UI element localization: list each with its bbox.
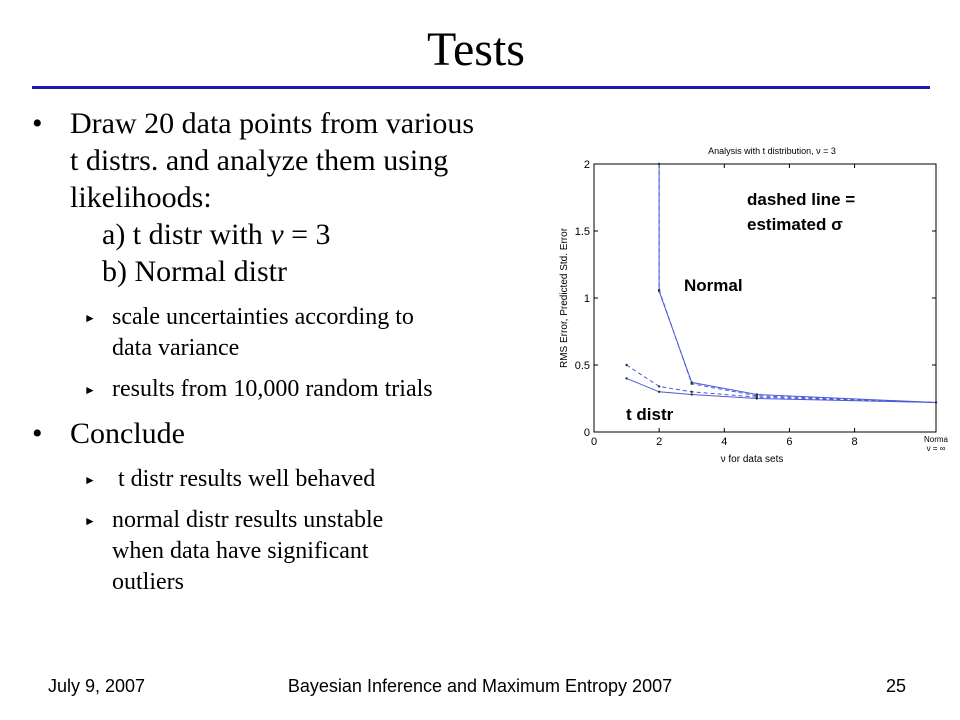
slide-title: Tests bbox=[427, 23, 525, 76]
rms-error-chart: Analysis with t distribution, ν = 3 0 2 4 6… bbox=[552, 138, 948, 472]
data-point bbox=[690, 382, 693, 385]
bullet-option-a: a) t distr with ν = 3 bbox=[70, 216, 530, 253]
sub-bullet-line: normal distr results unstable bbox=[112, 507, 384, 533]
y-tick-label: 1 bbox=[584, 293, 590, 305]
sub-bullet-arrow: ► bbox=[84, 311, 96, 325]
bullet-conclude: • Conclude bbox=[30, 415, 530, 452]
sub-bullet-arrow: ► bbox=[84, 514, 96, 528]
data-point bbox=[690, 393, 693, 396]
y-tick-label: 0.5 bbox=[575, 360, 590, 372]
sub-bullet-line: data variance bbox=[112, 335, 240, 361]
sub-bullet-line: scale uncertainties according to bbox=[112, 304, 414, 330]
data-point bbox=[657, 385, 661, 388]
sub-bullet-line: outliers bbox=[112, 569, 184, 595]
x-tick-label: 4 bbox=[721, 436, 727, 448]
sub-bullet-arrow: ► bbox=[84, 383, 96, 397]
annotation-estimated-sigma: estimated σ bbox=[747, 215, 843, 234]
y-axis-label: RMS Error, Predicted Std. Error bbox=[559, 227, 570, 368]
data-point bbox=[657, 288, 661, 292]
data-point bbox=[690, 390, 693, 393]
footer-date: July 9, 2007 bbox=[48, 676, 146, 696]
data-point bbox=[657, 390, 661, 393]
annotation-normal: Normal bbox=[684, 276, 743, 295]
x-tick-label-normal: Norma bbox=[924, 435, 948, 444]
data-point bbox=[625, 377, 628, 380]
data-point bbox=[934, 401, 938, 404]
bullet-option-b: b) Normal distr bbox=[102, 255, 287, 288]
x-axis-label: ν for data sets bbox=[721, 454, 784, 465]
bullet-dot: • bbox=[32, 417, 43, 450]
data-point bbox=[755, 395, 759, 399]
sub-bullet-line: results from 10,000 random trials bbox=[112, 376, 433, 402]
x-tick-label-infinity: ν = ∞ bbox=[927, 444, 946, 453]
x-tick-label: 6 bbox=[786, 436, 792, 448]
y-tick-label: 2 bbox=[584, 159, 590, 171]
slide-body: • Draw 20 data points from various t dis… bbox=[30, 105, 530, 608]
sub-bullet-unstable: ► normal distr results unstable when dat… bbox=[30, 505, 530, 598]
bullet-line: likelihoods: bbox=[70, 181, 212, 214]
footer-conference: Bayesian Inference and Maximum Entropy 2… bbox=[287, 676, 673, 696]
sub-bullet-well-behaved: ► t distr results well behaved bbox=[30, 464, 530, 495]
bullet-line: Conclude bbox=[70, 417, 185, 450]
x-tick-label: 8 bbox=[852, 436, 858, 448]
x-tick-label: 0 bbox=[591, 436, 597, 448]
x-tick-label: 2 bbox=[656, 436, 662, 448]
footer-page-number: 25 bbox=[886, 676, 907, 696]
y-tick-label: 0 bbox=[584, 427, 590, 439]
option-a-value: = 3 bbox=[283, 218, 331, 251]
nu-symbol: ν bbox=[270, 218, 284, 251]
chart-svg: Analysis with t distribution, ν = 3 0 2 4 6… bbox=[559, 146, 948, 465]
bullet-dot: • bbox=[32, 107, 43, 140]
y-tick-label: 1.5 bbox=[575, 226, 590, 238]
sub-bullet-line: when data have significant bbox=[112, 538, 369, 564]
chart-title: Analysis with t distribution, ν = 3 bbox=[708, 146, 836, 156]
bullet-line: t distrs. and analyze them using bbox=[70, 144, 449, 177]
data-point bbox=[625, 363, 628, 367]
data-point bbox=[657, 162, 661, 166]
annotation-dashed-line: dashed line = bbox=[747, 190, 855, 209]
sub-bullet-line: t distr results well behaved bbox=[112, 466, 376, 492]
sub-bullet-arrow: ► bbox=[84, 473, 96, 487]
data-lines bbox=[625, 162, 938, 404]
option-a-text: a) t distr with bbox=[102, 218, 271, 251]
bullet-draw-points: • Draw 20 data points from various t dis… bbox=[30, 105, 530, 290]
sub-bullet-scale: ► scale uncertainties according to data … bbox=[30, 302, 530, 364]
title-rule bbox=[32, 86, 930, 89]
series-line-3 bbox=[626, 377, 937, 404]
bullet-line: Draw 20 data points from various bbox=[70, 107, 475, 140]
annotation-t-distr: t distr bbox=[626, 405, 674, 424]
sub-bullet-trials: ► results from 10,000 random trials bbox=[30, 374, 530, 405]
